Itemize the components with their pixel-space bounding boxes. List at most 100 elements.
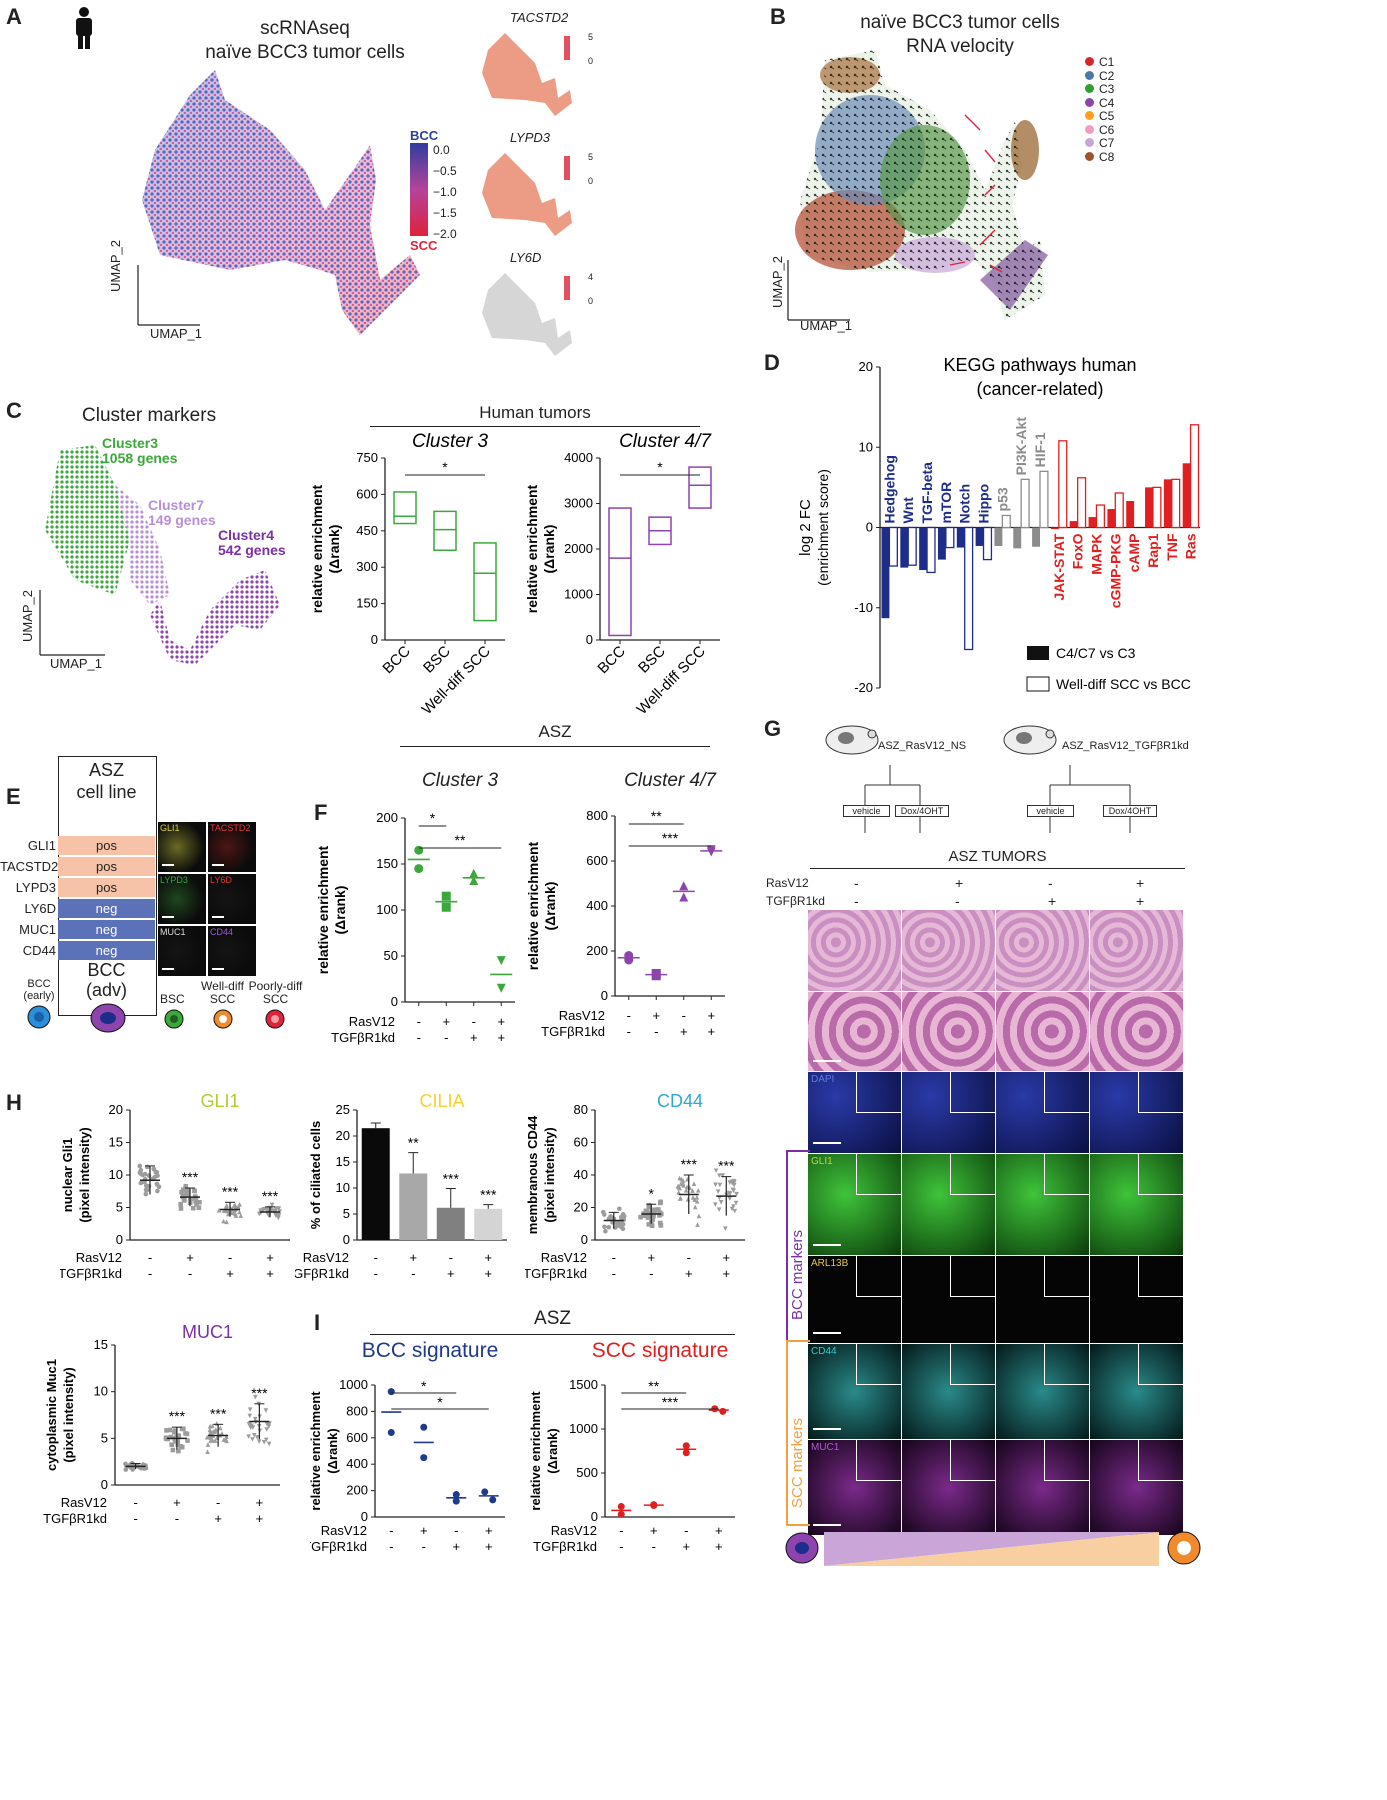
data-point bbox=[652, 1207, 657, 1213]
scale-bar bbox=[813, 1060, 841, 1062]
y-tick-label: 1500 bbox=[569, 1377, 598, 1392]
tgf-sign: + bbox=[470, 1030, 478, 1045]
inset-frame bbox=[950, 1344, 995, 1385]
bar bbox=[474, 1208, 503, 1240]
inset-frame bbox=[1044, 1072, 1089, 1113]
histology-image bbox=[996, 1344, 1089, 1439]
data-point bbox=[178, 1206, 184, 1211]
data-point bbox=[694, 1199, 700, 1204]
histology-image bbox=[996, 1256, 1089, 1343]
colorbar-tick: −1.5 bbox=[433, 206, 457, 220]
data-point bbox=[496, 956, 506, 966]
marker-gene: LYPD3 bbox=[15, 880, 56, 895]
bar bbox=[436, 1207, 465, 1240]
scale-bar bbox=[212, 916, 224, 918]
bar-welldiff bbox=[945, 526, 955, 549]
marker-row: TACSTD2 pos bbox=[0, 857, 200, 877]
ras-sign: + bbox=[652, 1008, 660, 1023]
chart-cluster3-asz: Cluster 3 0 50 100 150 200 relative enrichment… bbox=[315, 770, 515, 1045]
data-point bbox=[732, 1208, 738, 1214]
data-point bbox=[276, 1215, 281, 1221]
gene-feature-plot bbox=[482, 273, 572, 356]
y-axis-label-2: (Δrank) bbox=[332, 886, 348, 935]
bar-welldiff bbox=[1189, 424, 1200, 529]
bar-welldiff bbox=[888, 526, 898, 567]
panel-b-umap bbox=[787, 50, 1048, 321]
y-axis-label-2: (pixel intensity) bbox=[77, 1127, 92, 1222]
y-tick-label: 0 bbox=[586, 632, 593, 647]
bar-welldiff bbox=[1039, 470, 1049, 529]
g-ras-sign: + bbox=[955, 875, 964, 891]
inset-frame bbox=[950, 1256, 995, 1297]
chart-title: CD44 bbox=[657, 1091, 703, 1111]
inset-frame bbox=[1138, 1256, 1183, 1297]
data-point bbox=[266, 1421, 271, 1427]
marker-status: pos bbox=[58, 878, 155, 897]
scale-bar bbox=[212, 968, 224, 970]
category-label: HIF-1 bbox=[1032, 432, 1048, 467]
category-label: cGMP-PKG bbox=[1107, 533, 1123, 608]
colorbar-ticks: 0.0 −0.5 −1.0 −1.5 −2.0 bbox=[433, 140, 457, 245]
inset-frame bbox=[1044, 1440, 1089, 1481]
data-point bbox=[617, 1206, 622, 1212]
data-point bbox=[692, 1204, 698, 1210]
data-point bbox=[184, 1431, 190, 1437]
data-point bbox=[678, 1181, 684, 1187]
bar-welldiff bbox=[982, 526, 993, 561]
data-point bbox=[657, 1210, 663, 1215]
histology-image bbox=[996, 1154, 1089, 1255]
histology-image: MUC1 bbox=[808, 1440, 901, 1535]
stain-image: TACSTD2 bbox=[208, 822, 256, 872]
poorlydiff-2: SCC bbox=[262, 992, 289, 1006]
histology-image bbox=[902, 1072, 995, 1153]
inset-frame bbox=[1138, 1072, 1183, 1113]
welldiff-2: SCC bbox=[209, 992, 236, 1006]
chart-muc1: MUC1 0 5 10 15 cytoplasmic Muc1 (pixel intensi… bbox=[43, 1322, 280, 1526]
bcc-early-cell-icon bbox=[27, 1005, 51, 1029]
bar-welldiff bbox=[907, 526, 917, 566]
g-tgf-sign: + bbox=[1048, 893, 1057, 909]
y-tick-label: 450 bbox=[356, 523, 378, 538]
cluster7-label: Cluster7 149 genes bbox=[148, 498, 216, 528]
data-point bbox=[624, 955, 634, 965]
stain-signal bbox=[208, 874, 256, 924]
data-point bbox=[140, 1172, 146, 1178]
tgf-sign: + bbox=[715, 1539, 723, 1554]
y-axis-label: % of ciliated cells bbox=[308, 1121, 323, 1229]
tgf-sign: + bbox=[707, 1024, 715, 1039]
bar-c4c7 bbox=[900, 527, 909, 568]
sig-mark: *** bbox=[210, 1405, 227, 1421]
category-label: Hedgehog bbox=[881, 455, 897, 523]
tgf-sign: - bbox=[444, 1030, 448, 1045]
y-tick-label: 1000 bbox=[564, 587, 593, 602]
y-tick-label: 600 bbox=[356, 486, 378, 501]
data-point bbox=[253, 1394, 258, 1400]
y-axis-label: cytoplasmic Muc1 bbox=[44, 1359, 59, 1471]
data-point bbox=[192, 1196, 198, 1201]
ras-sign: - bbox=[682, 1008, 686, 1023]
gene-colorbar bbox=[564, 276, 570, 300]
ras-sign: + bbox=[497, 1014, 505, 1029]
histology-image bbox=[808, 910, 901, 991]
sig-mark: * bbox=[430, 810, 436, 826]
category-label: Rap1 bbox=[1145, 533, 1161, 567]
bar-welldiff bbox=[1076, 477, 1087, 529]
histology-image bbox=[902, 992, 995, 1071]
bar-c4c7 bbox=[1069, 521, 1078, 528]
bar-c4c7 bbox=[1032, 527, 1040, 547]
bar-c4c7 bbox=[1088, 517, 1097, 528]
y-tick-label: 60 bbox=[574, 1135, 588, 1150]
histology-image bbox=[808, 992, 901, 1071]
bar-c4c7 bbox=[1163, 479, 1172, 528]
gene-title: LY6D bbox=[510, 250, 542, 265]
data-point bbox=[184, 1192, 190, 1197]
bar-welldiff bbox=[1058, 440, 1068, 529]
ras-sign: + bbox=[266, 1250, 274, 1265]
panel-c-header-line bbox=[370, 426, 700, 427]
ras-sign: - bbox=[472, 1014, 476, 1029]
y-axis-label: log 2 FC bbox=[797, 499, 814, 556]
stain-label: CD44 bbox=[811, 1346, 837, 1357]
data-point bbox=[734, 1191, 739, 1197]
chart-title: CILIA bbox=[419, 1091, 464, 1111]
